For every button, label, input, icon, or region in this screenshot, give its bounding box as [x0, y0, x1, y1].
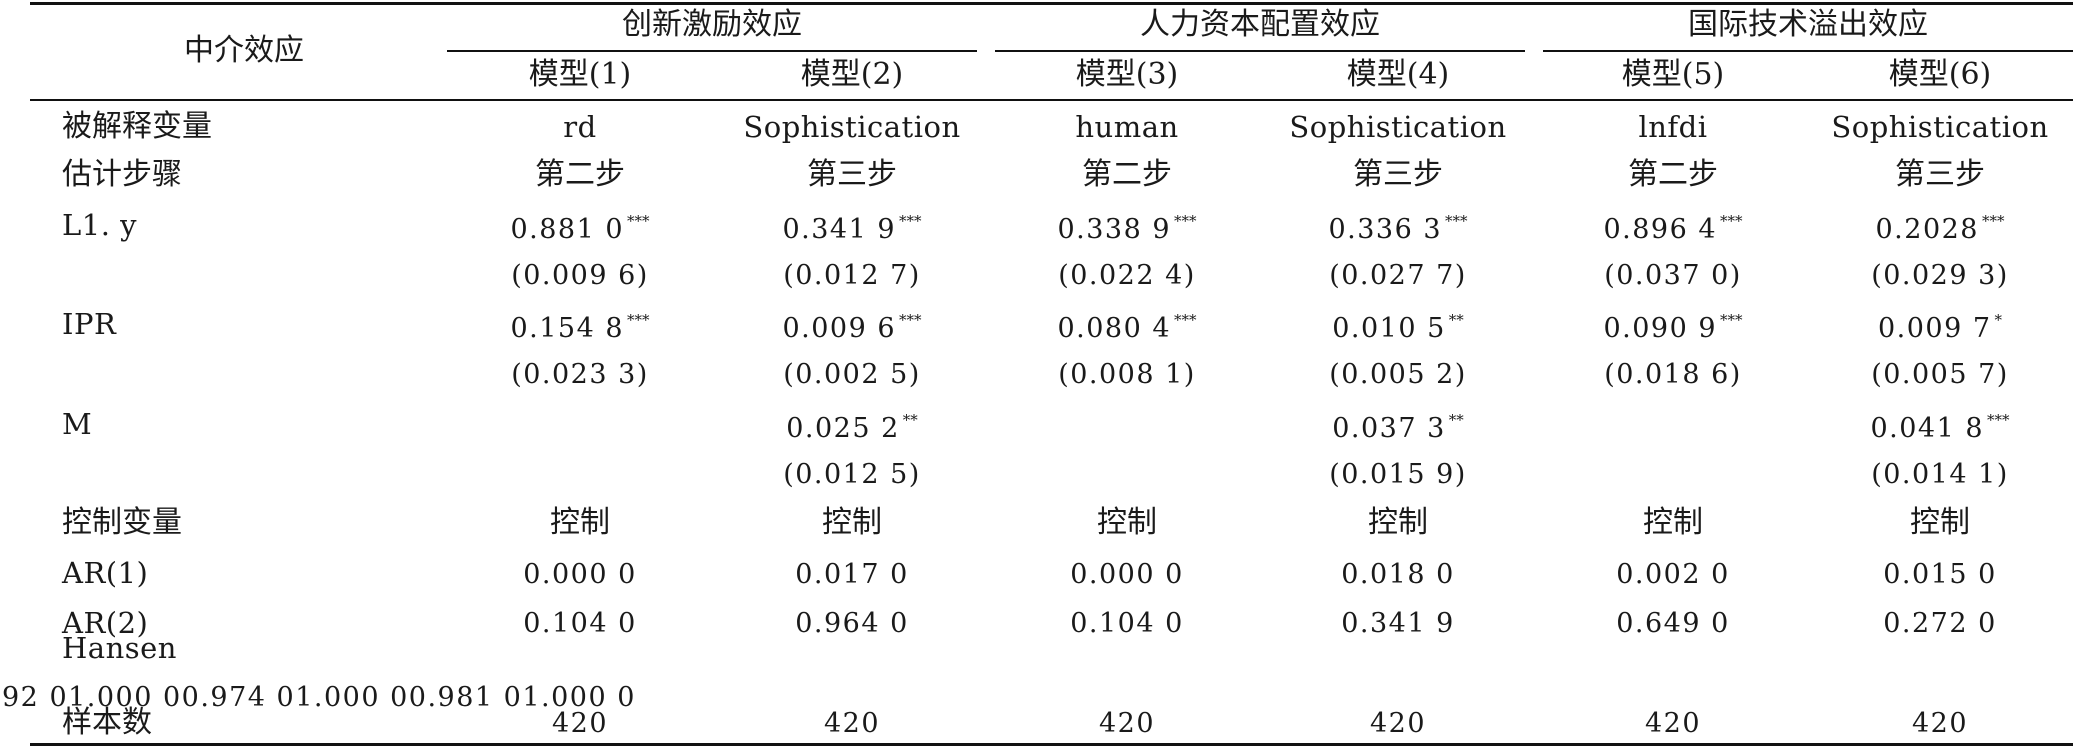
ar2-cell: 0.104 0: [1070, 608, 1184, 639]
header-rule: [30, 99, 2073, 101]
n-cell: 420: [823, 708, 881, 739]
model-header-3: 模型(3): [1075, 57, 1179, 92]
se-cell: (0.012 5): [783, 459, 921, 490]
group-header-2: 人力资本配置效应: [1140, 7, 1380, 42]
coef-cell: 0.037 3 **: [1332, 411, 1464, 444]
controls-cell: 控制: [822, 505, 882, 540]
ar1-cell: 0.018 0: [1341, 559, 1455, 590]
row-label-step: 估计步骤: [62, 157, 182, 192]
model-header-4: 模型(4): [1346, 57, 1450, 92]
row-label-n: 样本数: [62, 705, 152, 740]
coef-cell: 0.010 5 **: [1332, 311, 1464, 344]
n-cell: 420: [551, 708, 609, 739]
coef-cell: 0.154 8 ***: [510, 311, 650, 344]
step-cell: 第三步: [1353, 157, 1443, 192]
se-cell: (0.009 6): [511, 260, 649, 291]
ar2-cell: 0.104 0: [523, 608, 637, 639]
ar2-cell: 0.649 0: [1616, 608, 1730, 639]
group-header-3: 国际技术溢出效应: [1688, 7, 1928, 42]
controls-cell: 控制: [1368, 505, 1428, 540]
model-header-2: 模型(2): [800, 57, 904, 92]
row-label-dep-var: 被解释变量: [62, 109, 212, 144]
dep-var-cell: Sophistication: [1289, 110, 1507, 144]
row-label-ipr: IPR: [62, 307, 117, 341]
ar2-cell: 0.964 0: [795, 608, 909, 639]
coef-cell: 0.025 2 **: [786, 411, 918, 444]
coef-cell: 0.341 9 ***: [782, 212, 922, 245]
se-cell: (0.008 1): [1058, 359, 1196, 390]
se-cell: (0.014 1): [1871, 459, 2009, 490]
group-header-1: 创新激励效应: [622, 7, 802, 42]
se-cell: (0.027 7): [1329, 260, 1467, 291]
dep-var-cell: human: [1075, 110, 1179, 144]
step-cell: 第二步: [1628, 157, 1718, 192]
se-cell: (0.015 9): [1329, 459, 1467, 490]
coef-cell: 0.881 0 ***: [510, 212, 650, 245]
step-cell: 第三步: [807, 157, 897, 192]
coef-cell: 0.896 4 ***: [1603, 212, 1743, 245]
controls-cell: 控制: [550, 505, 610, 540]
group-underline-2: [995, 50, 1525, 52]
stub-header: 中介效应: [184, 33, 304, 68]
bottom-rule: [30, 743, 2073, 746]
dep-var-cell: Sophistication: [1831, 110, 2049, 144]
step-cell: 第二步: [535, 157, 625, 192]
coef-cell: 0.2028 ***: [1875, 212, 2005, 245]
step-cell: 第二步: [1082, 157, 1172, 192]
coef-cell: 0.336 3 ***: [1328, 212, 1468, 245]
coef-cell: 0.009 7 *: [1877, 311, 2003, 344]
model-header-5: 模型(5): [1621, 57, 1725, 92]
se-cell: (0.005 7): [1871, 359, 2009, 390]
coef-cell: 0.009 6 ***: [782, 311, 922, 344]
controls-cell: 控制: [1910, 505, 1970, 540]
coef-cell: 0.090 9 ***: [1603, 311, 1743, 344]
coef-cell: 0.041 8 ***: [1870, 411, 2010, 444]
se-cell: (0.002 5): [783, 359, 921, 390]
row-label-controls: 控制变量: [62, 505, 182, 540]
model-header-1: 模型(1): [528, 57, 632, 92]
coef-cell: 0.080 4 ***: [1057, 311, 1197, 344]
top-rule: [30, 2, 2073, 5]
n-cell: 420: [1369, 708, 1427, 739]
coef-cell: 0.338 9 ***: [1057, 212, 1197, 245]
controls-cell: 控制: [1643, 505, 1703, 540]
ar1-cell: 0.002 0: [1616, 559, 1730, 590]
n-cell: 420: [1098, 708, 1156, 739]
step-cell: 第三步: [1895, 157, 1985, 192]
group-underline-1: [447, 50, 977, 52]
hansen-values-line: 92 01.000 00.974 01.000 00.981 01.000 0: [2, 682, 636, 713]
group-underline-3: [1543, 50, 2073, 52]
se-cell: (0.022 4): [1058, 260, 1196, 291]
ar2-cell: 0.341 9: [1341, 608, 1455, 639]
n-cell: 420: [1911, 708, 1969, 739]
dep-var-cell: lnfdi: [1638, 110, 1708, 144]
se-cell: (0.037 0): [1604, 260, 1742, 291]
controls-cell: 控制: [1097, 505, 1157, 540]
row-label-l1y: L1. y: [62, 208, 138, 242]
dep-var-cell: Sophistication: [743, 110, 961, 144]
row-label-m: M: [62, 407, 93, 441]
se-cell: (0.012 7): [783, 260, 921, 291]
se-cell: (0.018 6): [1604, 359, 1742, 390]
ar1-cell: 0.017 0: [795, 559, 909, 590]
se-cell: (0.023 3): [511, 359, 649, 390]
n-cell: 420: [1644, 708, 1702, 739]
ar2-cell: 0.272 0: [1883, 608, 1997, 639]
model-header-6: 模型(6): [1888, 57, 1992, 92]
se-cell: (0.029 3): [1871, 260, 2009, 291]
row-label-hansen: Hansen: [62, 631, 177, 665]
se-cell: (0.005 2): [1329, 359, 1467, 390]
ar1-cell: 0.015 0: [1883, 559, 1997, 590]
dep-var-cell: rd: [563, 110, 597, 144]
row-label-ar2: AR(2): [62, 606, 149, 640]
ar1-cell: 0.000 0: [1070, 559, 1184, 590]
ar1-cell: 0.000 0: [523, 559, 637, 590]
row-label-ar1: AR(1): [62, 556, 149, 590]
